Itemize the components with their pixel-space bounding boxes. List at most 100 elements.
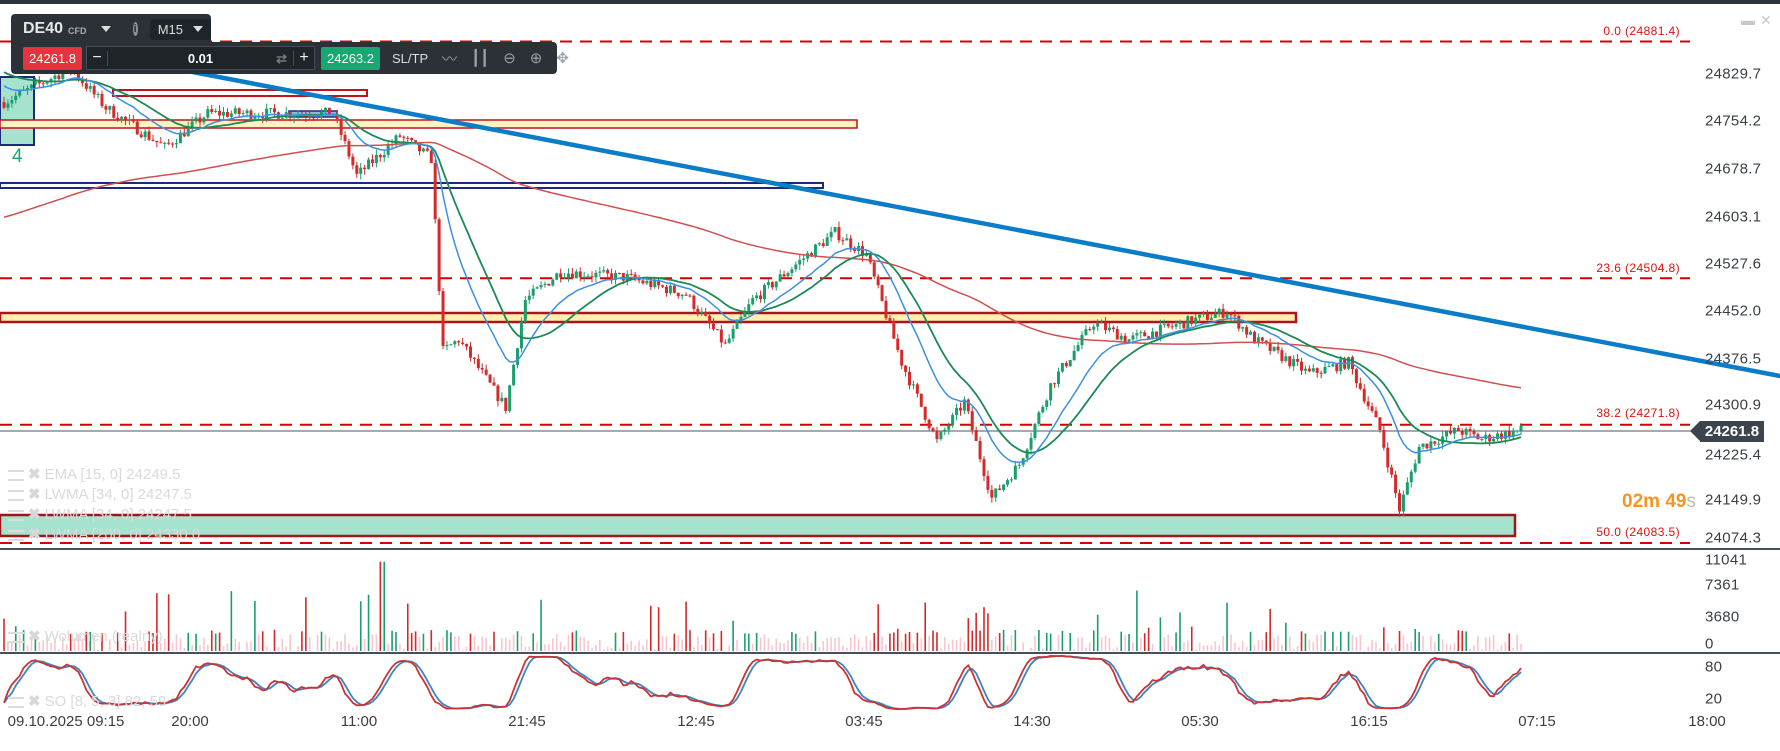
move-icon[interactable]: ✥ (556, 50, 569, 67)
volume-bar (673, 633, 676, 651)
legend-lwma200[interactable]: ✖ LWMA [200, 0] 24330.0 (8, 527, 200, 543)
candle-body (433, 163, 437, 220)
candle-body (621, 273, 625, 281)
volume-bar (1339, 631, 1342, 651)
volume-bar (622, 631, 625, 651)
volume-bar (763, 634, 766, 651)
buy-button[interactable]: 24263.2 (321, 46, 380, 70)
candle-body (80, 79, 84, 84)
candle-body (1433, 441, 1437, 444)
candle-body (465, 343, 469, 347)
remove-icon[interactable]: ✖ (28, 466, 41, 483)
timeframe-select[interactable]: M15 (149, 18, 211, 40)
volume-bar (994, 636, 997, 651)
candle-body (810, 253, 814, 257)
price-tick: 24376.5 (1705, 350, 1762, 368)
candle-body (343, 134, 347, 142)
time-tick: 03:45 (845, 713, 883, 730)
legend-so[interactable]: ✖ SO [8, 5, 3] 82, 59 (8, 694, 166, 710)
remove-icon[interactable]: ✖ (28, 526, 41, 543)
candle-body (958, 407, 962, 411)
volume-bar (285, 646, 288, 651)
candle-body (1252, 331, 1256, 344)
candle-body (578, 271, 582, 278)
candle-body (1511, 430, 1515, 437)
candle-body (1186, 316, 1190, 329)
volume-bar (924, 602, 926, 651)
candle-body (1421, 443, 1425, 447)
candle-body (516, 348, 520, 365)
sltp-button[interactable]: SL/TP (392, 50, 429, 66)
remove-icon[interactable]: ✖ (28, 693, 41, 710)
candle-body (951, 414, 955, 426)
candle-body (1256, 337, 1260, 344)
candle-body (653, 280, 657, 288)
remove-icon[interactable]: ✖ (28, 506, 41, 523)
line-chart-icon[interactable]: 〰 (442, 50, 458, 68)
candle-body (316, 117, 320, 119)
settings-icon[interactable] (8, 509, 24, 521)
candle-body (492, 382, 496, 386)
symbol-dropdown-icon[interactable] (100, 26, 111, 32)
fib-label-0: 0.0 (24881.4) (1603, 24, 1680, 38)
candle-body (1053, 383, 1057, 385)
swap-icon[interactable]: ⇄ (276, 50, 287, 66)
legend-volume[interactable]: ✖ Wolumen (realny) (8, 629, 163, 645)
zoom-in-icon[interactable]: ⊕ (529, 50, 543, 67)
volume-stepper[interactable]: − 0.01 ⇄ + (86, 46, 315, 70)
candle-body (908, 371, 912, 386)
candle-body (1323, 366, 1327, 374)
increase-volume-button[interactable]: + (299, 49, 309, 66)
volume-bar (14, 626, 17, 651)
volume-bar (226, 643, 229, 651)
candle-body (1060, 363, 1064, 372)
settings-icon[interactable] (8, 631, 24, 643)
candle-body (167, 142, 171, 144)
remove-icon[interactable]: ✖ (28, 628, 41, 645)
settings-icon[interactable] (8, 469, 24, 481)
legend-lwma34-2[interactable]: ✖ LWMA [34, 0] 24247.5 (8, 507, 192, 523)
volume-input[interactable]: 0.01 ⇄ (107, 50, 294, 66)
settings-icon[interactable] (8, 696, 24, 708)
zoom-out-icon[interactable]: ⊖ (503, 50, 516, 67)
candle-body (1049, 383, 1053, 401)
candle-body (186, 126, 190, 137)
settings-icon[interactable] (8, 489, 24, 501)
candlestick-icon[interactable]: ┃┃ (471, 50, 490, 67)
volume-bar (720, 630, 723, 651)
volume-bar (1285, 622, 1287, 651)
volume-bar (1500, 645, 1503, 651)
candle-body (704, 311, 708, 316)
volume-bar (265, 646, 268, 651)
close-icon[interactable]: ✕ (1760, 12, 1772, 28)
candle-body (1276, 346, 1280, 351)
minimize-icon[interactable]: ▬ (1741, 12, 1755, 28)
symbol-name[interactable]: DE40 (23, 20, 64, 37)
decrease-volume-button[interactable]: − (92, 49, 102, 66)
candle-body (641, 280, 645, 284)
timeframe-value: M15 (157, 21, 183, 37)
order-row: 24261.8 − 0.01 ⇄ + 24263.2 SL/TP 〰 ┃┃ ⊖ ⊕… (11, 42, 569, 74)
volume-bar (328, 637, 331, 651)
candle-body (1217, 308, 1221, 314)
candle-body (1162, 323, 1166, 325)
volume-bar (1112, 649, 1115, 651)
legend-lwma34[interactable]: ✖ LWMA [34, 0] 24247.5 (8, 487, 192, 503)
legend-ema15[interactable]: ✖ EMA [15, 0] 24249.5 (8, 467, 181, 483)
volume-bar (383, 561, 386, 651)
candle-body (1366, 401, 1370, 407)
info-icon[interactable]: i (132, 22, 138, 36)
candle-body (1006, 480, 1010, 485)
volume-bar (732, 620, 734, 651)
volume-bar (567, 635, 570, 651)
candle-body (606, 270, 610, 274)
volume-bar (650, 605, 652, 651)
volume-bar (42, 640, 44, 651)
remove-icon[interactable]: ✖ (28, 486, 41, 503)
candle-body (892, 320, 896, 339)
candle-body (178, 132, 182, 144)
sell-button[interactable]: 24261.8 (23, 46, 82, 70)
settings-icon[interactable] (8, 529, 24, 541)
volume-bar (1461, 630, 1464, 651)
